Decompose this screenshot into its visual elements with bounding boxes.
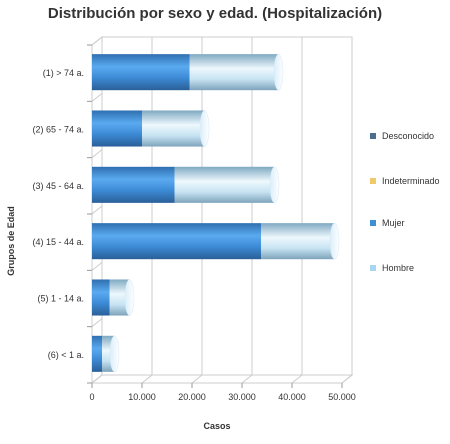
x-tick-label: 40.000: [278, 392, 306, 402]
bar-hombre-1[interactable]: [189, 54, 279, 91]
bar-mujer-3[interactable]: [92, 166, 175, 203]
bar-hombre-3[interactable]: [174, 166, 275, 203]
bar-end-cap: [109, 335, 120, 373]
x-tick-label: 50.000: [328, 392, 356, 402]
y-band-line: [91, 205, 103, 215]
x-gridline-floor: [341, 374, 353, 384]
x-axis-label: Casos: [203, 421, 230, 431]
legend-swatch-mujer: [370, 220, 376, 226]
x-tick-label: 10.000: [128, 392, 156, 402]
x-tick-label: 30.000: [228, 392, 256, 402]
x-gridline-floor: [291, 374, 303, 384]
x-tick-label: 0: [89, 392, 94, 402]
bar-mujer-5[interactable]: [92, 279, 110, 316]
bar-end-cap: [199, 110, 210, 147]
legend-item-hombre[interactable]: Hombre: [370, 263, 414, 273]
y-band-line: [91, 92, 103, 102]
bar-end-cap: [329, 222, 340, 260]
bar-end-cap: [124, 279, 135, 316]
bar-end-cap: [269, 166, 280, 204]
legend-label-hombre: Hombre: [382, 263, 415, 273]
legend-label-desconocido: Desconocido: [382, 131, 435, 141]
chart-title: Distribución por sexo y edad. (Hospitali…: [47, 5, 383, 22]
x-tick-label: 20.000: [178, 392, 206, 402]
y-tick-label: (4) 15 - 44 a.: [32, 237, 84, 247]
x-gridline-floor: [191, 374, 203, 384]
legend: Desconocido Indeterminado Mujer Hombre: [370, 0, 450, 444]
y-tick-label: (1) > 74 a.: [43, 68, 84, 78]
bar-hombre-5[interactable]: [109, 279, 130, 316]
bar-mujer-2[interactable]: [92, 110, 142, 147]
y-band-line: [91, 318, 103, 328]
y-band-line: [91, 36, 103, 46]
plot-floor: [90, 374, 354, 384]
bar-hombre-2[interactable]: [142, 110, 205, 147]
legend-swatch-indeterminado: [370, 178, 376, 184]
x-gridline-floor: [141, 374, 153, 384]
legend-swatch-hombre: [370, 265, 376, 271]
bar-end-cap: [273, 53, 284, 91]
legend-label-indeterminado: Indeterminado: [382, 176, 440, 186]
bar-mujer-6[interactable]: [92, 335, 102, 372]
bar-mujer-4[interactable]: [92, 223, 261, 260]
y-tick-label: (5) 1 - 14 a.: [37, 294, 84, 304]
y-axis-label: Grupos de Edad: [6, 206, 16, 276]
y-tick-label: (2) 65 - 74 a.: [32, 125, 84, 135]
bar-mujer-1[interactable]: [92, 54, 190, 91]
legend-item-desconocido[interactable]: Desconocido: [370, 131, 434, 141]
y-band-line: [91, 374, 103, 384]
y-tick-label: (3) 45 - 64 a.: [32, 181, 84, 191]
bar-hombre-4[interactable]: [261, 223, 335, 260]
x-gridline-floor: [241, 374, 253, 384]
y-band-line: [91, 261, 103, 271]
legend-item-indeterminado[interactable]: Indeterminado: [370, 176, 440, 186]
y-band-line: [91, 149, 103, 159]
legend-item-mujer[interactable]: Mujer: [370, 218, 405, 228]
legend-label-mujer: Mujer: [382, 218, 405, 228]
legend-swatch-desconocido: [370, 133, 376, 139]
y-tick-label: (6) < 1 a.: [48, 350, 84, 360]
